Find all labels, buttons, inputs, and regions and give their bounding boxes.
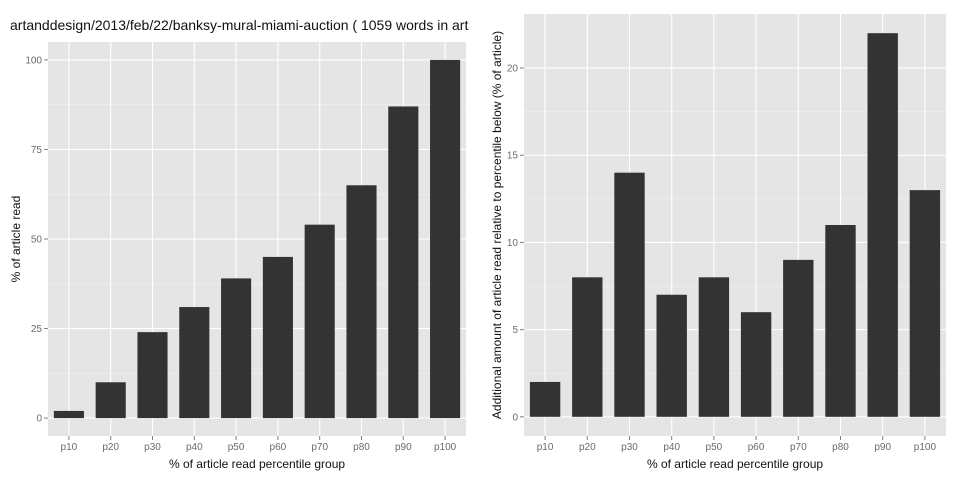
chart-left-y-ticks: 0 25 50 75 100 (25, 55, 48, 425)
left-bar-p10 (53, 410, 84, 419)
right-y-tick-label: 15 (507, 151, 519, 162)
right-x-tick-label-p100: p100 (914, 442, 937, 453)
left-y-tick-label: 100 (25, 55, 42, 66)
chart-left: artanddesign/2013/feb/22/banksy-mural-mi… (9, 17, 468, 471)
left-bar-p40 (179, 307, 210, 419)
left-y-tick-label: 50 (31, 235, 43, 246)
right-y-tick-label: 10 (507, 238, 519, 249)
right-y-tick-label: 0 (512, 412, 518, 423)
right-x-tick-label-p80: p80 (832, 442, 849, 453)
chart-left-x-ticks: p10 p20 p30 p40 p50 p60 p70 p80 p90 p100 (61, 436, 457, 453)
left-bar-p80 (346, 185, 377, 419)
right-bar-p50 (698, 277, 730, 417)
left-x-tick-label-p80: p80 (353, 442, 370, 453)
left-x-tick-label-p50: p50 (228, 442, 245, 453)
left-bar-p20 (95, 382, 126, 419)
right-x-tick-label-p70: p70 (790, 442, 807, 453)
chart-right: 0 5 10 15 20 p10 p20 p30 p40 p50 p60 p70 p80 p90 p100… (490, 14, 946, 471)
right-bar-p60 (740, 312, 772, 417)
left-x-tick-label-p90: p90 (395, 442, 412, 453)
chart-left-bars (53, 59, 461, 419)
right-bar-p80 (825, 225, 856, 417)
left-y-tick-label: 0 (36, 414, 42, 425)
left-x-tick-label-p10: p10 (61, 442, 78, 453)
left-x-tick-label-p30: p30 (144, 442, 161, 453)
chart-right-y-ticks: 0 5 10 15 20 (507, 64, 524, 423)
right-bar-p20 (572, 277, 603, 417)
left-bar-p90 (388, 106, 419, 419)
left-y-tick-label: 25 (31, 324, 43, 335)
right-bar-p10 (529, 381, 561, 417)
right-bar-p70 (783, 259, 814, 417)
right-bar-p100 (909, 190, 941, 417)
right-bar-p30 (614, 172, 645, 417)
right-bar-p90 (867, 33, 898, 417)
left-bar-p70 (304, 224, 335, 419)
right-x-tick-label-p60: p60 (748, 442, 765, 453)
left-x-tick-label-p20: p20 (102, 442, 119, 453)
chart-right-bars (529, 33, 941, 417)
chart-left-y-axis-title: % of article read (9, 196, 23, 283)
right-y-tick-label: 20 (507, 64, 519, 75)
left-x-tick-label-p70: p70 (311, 442, 328, 453)
left-x-tick-label-p100: p100 (434, 442, 457, 453)
chart-left-x-axis-title: % of article read percentile group (169, 457, 345, 471)
right-x-tick-label-p20: p20 (579, 442, 596, 453)
right-x-tick-label-p30: p30 (621, 442, 638, 453)
chart-right-x-axis-title: % of article read percentile group (647, 457, 823, 471)
left-x-tick-label-p40: p40 (186, 442, 203, 453)
chart-right-y-axis-title: Additional amount of article read relati… (490, 31, 504, 419)
right-y-tick-label: 5 (512, 325, 518, 336)
left-bar-p60 (262, 256, 293, 419)
right-x-tick-label-p90: p90 (874, 442, 891, 453)
chart-right-x-ticks: p10 p20 p30 p40 p50 p60 p70 p80 p90 p100 (537, 436, 937, 453)
left-x-tick-label-p60: p60 (270, 442, 287, 453)
left-bar-p50 (221, 278, 252, 419)
left-y-tick-label: 75 (31, 145, 43, 156)
left-bar-p100 (430, 59, 461, 419)
right-x-tick-label-p50: p50 (706, 442, 723, 453)
right-x-tick-label-p10: p10 (537, 442, 554, 453)
left-bar-p30 (137, 332, 168, 419)
right-bar-p40 (656, 294, 687, 417)
chart-left-title: artanddesign/2013/feb/22/banksy-mural-mi… (10, 17, 468, 33)
right-x-tick-label-p40: p40 (663, 442, 680, 453)
